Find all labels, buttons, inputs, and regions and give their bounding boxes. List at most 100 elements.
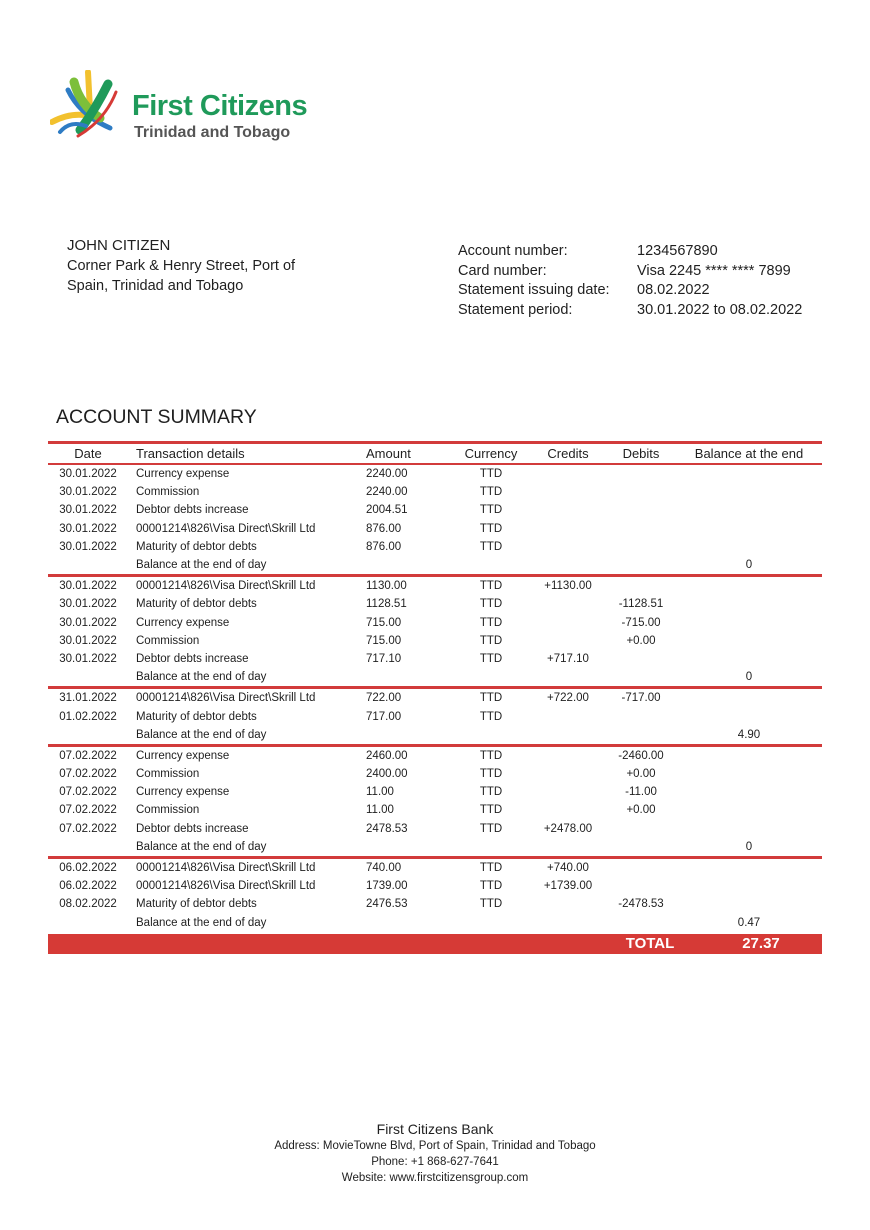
- cell: 06.02.2022: [59, 862, 117, 875]
- cell: 1739.00: [366, 880, 408, 893]
- table-row: 08.02.2022 Maturity of debtor debts 2476.5…: [48, 895, 822, 913]
- cell: 30.01.2022: [59, 598, 117, 611]
- brand-subtitle: Trinidad and Tobago: [134, 124, 291, 141]
- divider: [48, 463, 822, 465]
- cell: 00001214\826\Visa Direct\Skrill Ltd: [136, 880, 316, 893]
- cell: 2240.00: [366, 468, 408, 481]
- cell: Commission: [136, 768, 200, 781]
- balance-row: Balance at the end of day 0: [48, 838, 822, 856]
- footer-address: Address: MovieTowne Blvd, Port of Spain,…: [274, 1140, 596, 1152]
- cell: +740.00: [547, 862, 589, 875]
- cell: 30.01.2022: [59, 634, 117, 647]
- cell: TTD: [479, 652, 503, 665]
- cell: Commission: [136, 804, 200, 817]
- cell: 717.00: [366, 710, 402, 723]
- cell: 07.02.2022: [59, 822, 117, 835]
- cell: TTD: [479, 522, 503, 535]
- cell: 30.01.2022: [59, 504, 117, 517]
- table-row: 06.02.2022 00001214\826\Visa Direct\Skril…: [48, 859, 822, 877]
- cell: 07.02.2022: [59, 804, 117, 817]
- account-label: Statement issuing date:: [458, 282, 610, 298]
- table-row: 07.02.2022 Debtor debts increase 2478.53 TT…: [48, 820, 822, 838]
- cell: +0.00: [626, 804, 656, 817]
- table-row: 30.01.2022 00001214\826\Visa Direct\Skril…: [48, 520, 822, 538]
- column-header: Transaction details: [136, 446, 245, 461]
- cell: TTD: [479, 580, 503, 593]
- cell: 07.02.2022: [59, 768, 117, 781]
- balance-row: Balance at the end of day 4.90: [48, 726, 822, 744]
- cell: TTD: [479, 768, 503, 781]
- cell: 30.01.2022: [59, 486, 117, 499]
- account-value: 1234567890: [637, 243, 718, 259]
- cell: TTD: [479, 880, 503, 893]
- balance-value: 4.90: [737, 728, 761, 741]
- cell: 2004.51: [366, 504, 408, 517]
- account-value: 30.01.2022 to 08.02.2022: [637, 301, 803, 318]
- balance-value: 0: [745, 840, 753, 853]
- cell: 00001214\826\Visa Direct\Skrill Ltd: [136, 522, 316, 535]
- balance-row: Balance at the end of day 0: [48, 668, 822, 686]
- first-citizens-logo: [50, 70, 118, 138]
- cell: Debtor debts increase: [136, 652, 249, 665]
- balance-label: Balance at the end of day: [136, 671, 267, 684]
- cell: 715.00: [366, 616, 402, 629]
- cell: +0.00: [626, 634, 656, 647]
- cell: TTD: [479, 616, 503, 629]
- customer-address-line1: Corner Park & Henry Street, Port of: [67, 258, 296, 274]
- balance-row: Balance at the end of day 0.47: [48, 914, 822, 932]
- cell: TTD: [479, 634, 503, 647]
- account-value: 08.02.2022: [637, 282, 710, 298]
- balance-label: Balance at the end of day: [136, 840, 267, 853]
- customer-address-line2: Spain, Trinidad and Tobago: [67, 278, 244, 294]
- cell: TTD: [479, 749, 503, 762]
- table-row: 07.02.2022 Commission 11.00 TTD +0.00: [48, 801, 822, 819]
- cell: 31.01.2022: [59, 692, 117, 705]
- cell: TTD: [479, 822, 503, 835]
- account-row: Card number: Visa 2245 **** **** 7899: [458, 262, 802, 282]
- account-row: Account number: 1234567890: [458, 242, 802, 262]
- table-row: 30.01.2022 00001214\826\Visa Direct\Skril…: [48, 577, 822, 595]
- cell: +717.10: [547, 652, 589, 665]
- balance-label: Balance at the end of day: [136, 559, 267, 572]
- column-header: Currency: [464, 446, 518, 461]
- cell: TTD: [479, 540, 503, 553]
- cell: -11.00: [625, 786, 657, 799]
- total-label: TOTAL: [625, 935, 675, 953]
- cell: 2478.53: [366, 822, 408, 835]
- table-row: 30.01.2022 Debtor debts increase 717.10 TTD…: [48, 650, 822, 668]
- table-row: 06.02.2022 00001214\826\Visa Direct\Skril…: [48, 877, 822, 895]
- cell: 2240.00: [366, 486, 408, 499]
- cell: 722.00: [366, 692, 402, 705]
- footer-website: Website: www.firstcitizensgroup.com: [341, 1172, 529, 1184]
- cell: 00001214\826\Visa Direct\Skrill Ltd: [136, 580, 316, 593]
- cell: +2478.00: [543, 822, 593, 835]
- account-label: Card number:: [458, 262, 547, 279]
- account-label: Statement period:: [458, 301, 573, 318]
- account-label: Account number:: [458, 243, 568, 259]
- column-header: Amount: [366, 446, 411, 461]
- cell: Debtor debts increase: [136, 504, 249, 517]
- cell: 30.01.2022: [59, 652, 117, 665]
- column-header: Balance at the end: [694, 446, 804, 461]
- balance-value: 0: [745, 671, 753, 684]
- cell: 30.01.2022: [59, 580, 117, 593]
- cell: Maturity of debtor debts: [136, 598, 257, 611]
- balance-label: Balance at the end of day: [136, 916, 267, 929]
- cell: +1130.00: [544, 580, 592, 593]
- transactions-table: Date Transaction details Amount Currency Cre…: [48, 441, 822, 954]
- table-row: 31.01.2022 00001214\826\Visa Direct\Skril…: [48, 689, 822, 707]
- footer-phone: Phone: +1 868-627-7641: [371, 1156, 499, 1168]
- table-row: 07.02.2022 Currency expense 11.00 TTD -11.00: [48, 783, 822, 801]
- cell: 740.00: [366, 862, 402, 875]
- cell: 07.02.2022: [59, 749, 117, 762]
- balance-value: 0.47: [737, 916, 761, 929]
- cell: TTD: [479, 486, 503, 499]
- table-row: 30.01.2022 Commission 2240.00 TTD: [48, 483, 822, 501]
- column-header: Debits: [622, 446, 660, 461]
- cell: TTD: [479, 804, 503, 817]
- cell: 30.01.2022: [59, 540, 117, 553]
- divider: [48, 743, 822, 747]
- table-row: 30.01.2022 Currency expense 2240.00 TTD: [48, 465, 822, 483]
- table-row: 01.02.2022 Maturity of debtor debts 717.00…: [48, 707, 822, 725]
- cell: TTD: [479, 862, 503, 875]
